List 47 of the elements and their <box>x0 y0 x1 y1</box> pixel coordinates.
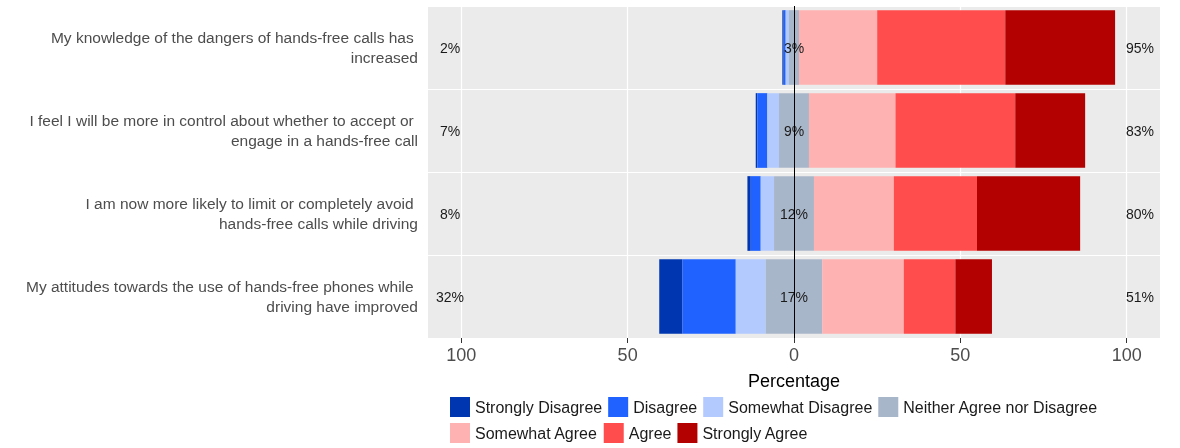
x-axis-title: Percentage <box>747 371 841 391</box>
bar <box>893 176 977 251</box>
bar <box>808 93 896 168</box>
bar <box>760 176 775 251</box>
legend-label: Somewhat Agree <box>475 424 597 442</box>
annotation: 8% <box>439 205 461 222</box>
annotation: 51% <box>1125 288 1155 305</box>
bar <box>767 93 780 168</box>
bar <box>895 93 1016 168</box>
annotation: 95% <box>1125 39 1155 56</box>
legend-label: Disagree <box>633 398 698 416</box>
bar <box>1015 93 1086 168</box>
bar <box>747 176 751 251</box>
bar <box>903 259 956 334</box>
bar <box>822 259 904 334</box>
legend-label: Somewhat Disagree <box>728 398 873 416</box>
bar <box>774 176 814 251</box>
bar <box>757 93 768 168</box>
bar <box>765 259 823 334</box>
x-tick-label: 50 <box>950 345 971 365</box>
legend-label: Strongly Disagree <box>475 398 603 416</box>
annotation: 32% <box>435 288 465 305</box>
legend-label: Agree <box>628 424 672 442</box>
bar <box>779 93 809 168</box>
legend-label: Neither Agree nor Disagree <box>903 398 1098 416</box>
y-tick-label: My knowledge of the dangers of hands-free calls has increased <box>50 29 418 66</box>
bar <box>682 259 736 334</box>
y-tick-label: My attitudes towards the use of hands-free phones while driving have improved <box>25 278 418 315</box>
legend-label: Strongly Agree <box>702 424 808 442</box>
bar <box>750 176 761 251</box>
bar <box>735 259 766 334</box>
bar <box>955 259 992 334</box>
bar <box>1005 10 1116 85</box>
x-tick-label: 0 <box>788 345 800 365</box>
y-tick-label: I feel I will be more in control about whether to accept or engage in a hands-free call <box>29 112 418 149</box>
x-tick-label: 100 <box>446 345 477 365</box>
annotation: 2% <box>439 39 461 56</box>
bar <box>813 176 894 251</box>
x-tick-label: 100 <box>1111 345 1142 365</box>
bar <box>977 176 1081 251</box>
bar <box>659 259 683 334</box>
x-tick-label: 50 <box>617 345 638 365</box>
bar <box>877 10 1006 85</box>
annotation: 80% <box>1125 205 1155 222</box>
annotation: 7% <box>439 122 461 139</box>
y-tick-label: I am now more likely to limit or completely avoid hands-free calls while driving <box>85 195 418 232</box>
annotation: 83% <box>1125 122 1155 139</box>
